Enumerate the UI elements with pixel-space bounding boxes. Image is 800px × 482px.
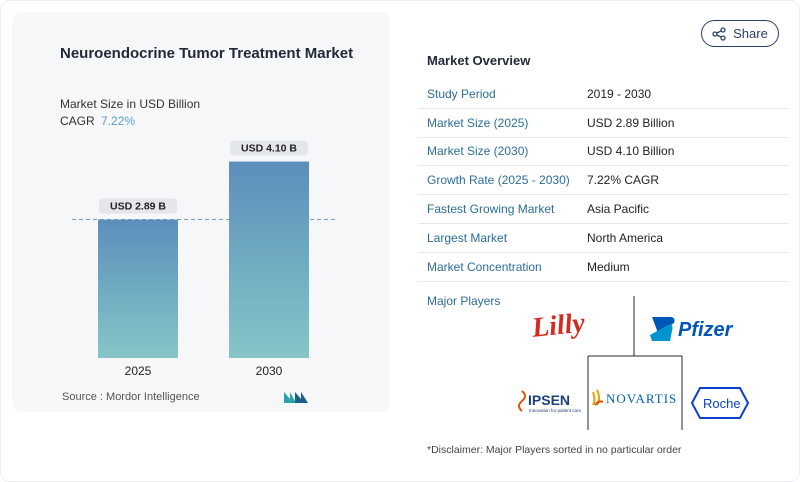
overview-table: Study Period 2019 - 2030 Market Size (20… [418,80,789,282]
source-label: Source : [62,391,103,403]
overview-label: Market Size (2030) [427,144,529,159]
novartis-logo: NOVARTIS [592,389,677,406]
lilly-logo-text: Lilly [530,307,587,344]
overview-value: 2019 - 2030 [587,86,652,101]
data-label-pill [99,198,177,214]
data-label: USD 4.10 B [241,143,297,155]
chart-subtitle: Market Size in USD Billion [60,97,201,111]
roche-logo: Roche [690,387,750,419]
overview-value: Asia Pacific [587,202,650,217]
bar-2030 [229,161,309,358]
overview-value: 7.22% CAGR [587,173,660,188]
overview-label: Market Concentration [427,259,542,274]
cagr-value: 7.22% [101,114,136,128]
x-tick-label: 2025 [125,364,152,378]
overview-label: Fastest Growing Market [427,202,555,217]
ipsen-logo-text: IPSEN [528,392,570,408]
roche-logo-text: Roche [703,396,741,411]
data-label: USD 2.89 B [110,201,166,213]
overview-label: Study Period [427,86,496,101]
overview-value: Medium [587,259,630,274]
share-label: Share [733,26,768,41]
overview-row-market-size-2030: Market Size (2030) USD 4.10 Billion [418,138,789,167]
cagr-line: CAGR 7.22% [60,114,135,128]
chart-card [12,12,390,412]
pfizer-logo-text: Pfizer [678,319,734,341]
share-button[interactable]: Share [701,20,779,47]
lilly-logo: Lilly [530,307,587,344]
overview-label: Market Size (2025) [427,115,529,130]
overview-title: Market Overview [427,53,531,68]
data-label-pill [230,140,308,156]
bar-chart: USD 2.89 B 2025 USD 4.10 B 2030 [72,140,338,378]
cagr-label: CAGR [60,114,95,128]
chart-title: Neuroendocrine Tumor Treatment Market [60,45,354,62]
overview-row-fastest-growing: Fastest Growing Market Asia Pacific [418,195,789,224]
source-line: Source : Mordor Intelligence [62,391,200,403]
overview-row-market-size-2025: Market Size (2025) USD 2.89 Billion [418,109,789,138]
share-icon [712,26,726,41]
x-tick-label: 2030 [256,364,283,378]
major-players-label: Major Players [427,294,501,308]
ipsen-logo-tagline: Innovation for patient care [529,408,582,413]
overview-row-concentration: Market Concentration Medium [418,253,789,282]
overview-row-largest-market: Largest Market North America [418,224,789,253]
overview-label: Growth Rate (2025 - 2030) [427,173,570,188]
overview-value: USD 4.10 Billion [587,144,675,159]
disclaimer: *Disclaimer: Major Players sorted in no … [427,444,682,456]
overview-row-growth-rate: Growth Rate (2025 - 2030) 7.22% CAGR [418,166,789,196]
overview-value: USD 2.89 Billion [587,115,675,130]
bar-2025 [98,219,178,358]
overview-label: Largest Market [427,230,508,245]
pfizer-logo: Pfizer [650,317,734,341]
novartis-logo-text: NOVARTIS [606,391,677,406]
ipsen-logo: IPSEN Innovation for patient care [518,390,582,413]
mordor-intelligence-logo [284,392,308,403]
overview-value: North America [587,230,664,245]
source-value: Mordor Intelligence [106,391,200,403]
overview-row-study-period: Study Period 2019 - 2030 [418,80,789,109]
